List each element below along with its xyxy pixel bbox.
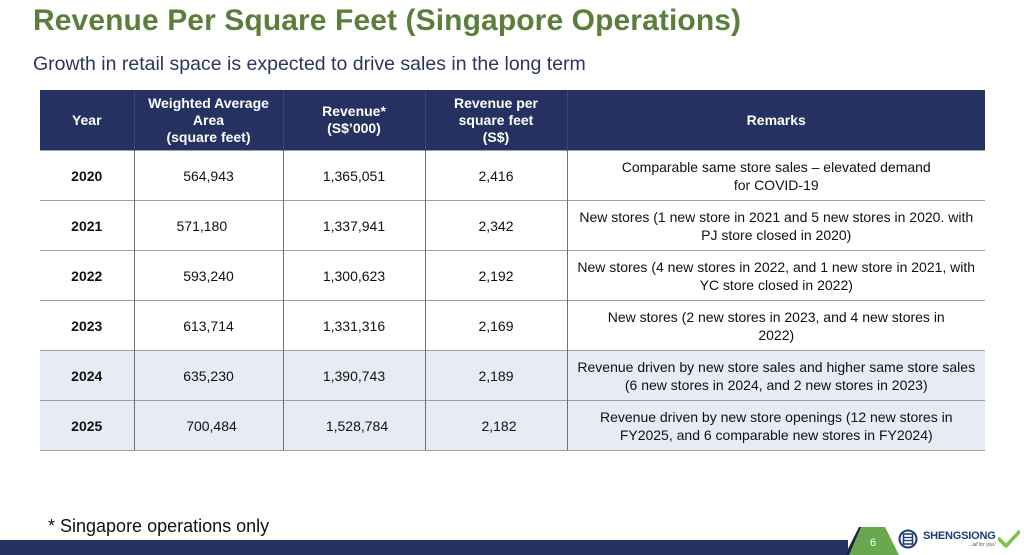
cell-remarks: New stores (1 new store in 2021 and 5 ne… (566, 200, 985, 251)
shengsiong-logo: SHENGSIONG ...all for you! (898, 527, 1020, 551)
cell-year: 2023 (40, 300, 134, 351)
page-number-tab-shape (845, 527, 899, 555)
checkmark-icon (997, 530, 1020, 548)
brand-name: SHENGSIONG (923, 529, 996, 542)
header-revenue: Revenue* (S$’000) (282, 90, 425, 151)
table-row: 2020 564,943 1,365,051 2,416 Comparable … (40, 150, 985, 201)
header-year: Year (40, 90, 134, 151)
header-remarks: Remarks (566, 90, 985, 151)
cell-year: 2024 (40, 350, 134, 401)
cell-year: 2022 (40, 250, 134, 301)
cell-area: 571,180 (133, 200, 283, 251)
cell-remarks: New stores (4 new stores in 2022, and 1 … (566, 250, 985, 301)
footer-bar (0, 540, 848, 555)
cell-area: 564,943 (133, 150, 283, 201)
slide-subtitle: Growth in retail space is expected to dr… (33, 53, 586, 75)
header-area: Weighted Average Area (square feet) (133, 90, 283, 151)
cell-area: 613,714 (133, 300, 283, 351)
cell-revenue: 1,331,316 (282, 300, 425, 351)
revenue-per-sqft-table: Year Weighted Average Area (square feet)… (40, 90, 985, 451)
brand-tagline: ...all for you! (968, 541, 996, 548)
header-area-line-3: (square feet) (166, 128, 251, 145)
cell-revenue: 1,390,743 (282, 350, 425, 401)
cell-remarks: Revenue driven by new store openings (12… (566, 400, 985, 451)
cell-remarks: Revenue driven by new store sales and hi… (566, 350, 985, 401)
page-number: 6 (869, 537, 877, 549)
cell-area: 700,484 (133, 400, 283, 451)
table-row: 2022 593,240 1,300,623 2,192 New stores … (40, 250, 985, 301)
footnote: * Singapore operations only (48, 516, 270, 536)
header-revenue-line-2: (S$’000) (327, 120, 381, 136)
cell-revenue: 1,365,051 (282, 150, 425, 201)
shengsiong-emblem-icon (898, 529, 918, 549)
cell-rev-psf: 2,342 (424, 200, 567, 251)
cell-revenue: 1,300,623 (282, 250, 425, 301)
cell-year: 2025 (40, 400, 134, 451)
cell-revenue: 1,337,941 (282, 200, 425, 251)
table-header-row: Year Weighted Average Area (square feet)… (40, 90, 985, 151)
cell-year: 2020 (40, 150, 134, 201)
cell-rev-psf: 2,189 (424, 350, 567, 401)
header-rev-psf-line-1: Revenue per (453, 94, 539, 111)
cell-remarks: New stores (2 new stores in 2023, and 4 … (566, 300, 985, 351)
cell-rev-psf: 2,192 (424, 250, 567, 301)
cell-area: 635,230 (133, 350, 283, 401)
header-revenue-line-1: Revenue* (322, 103, 386, 119)
header-area-line-1: Weighted Average (148, 94, 269, 111)
cell-rev-psf: 2,416 (424, 150, 567, 201)
table-row: 2023 613,714 1,331,316 2,169 New stores … (40, 300, 985, 351)
header-rev-psf-line-2: square feet (458, 111, 534, 128)
header-area-line-2: Area (192, 111, 225, 128)
cell-remarks: Comparable same store sales – elevated d… (566, 150, 985, 201)
table-row: 2025 700,484 1,528,784 2,182 Revenue dri… (40, 400, 985, 451)
cell-rev-psf: 2,182 (424, 400, 567, 451)
table-row: 2024 635,230 1,390,743 2,189 Revenue dri… (40, 350, 985, 401)
header-rev-psf-line-3: (S$) (482, 128, 510, 145)
table-row: 2021 571,180 1,337,941 2,342 New stores … (40, 200, 985, 251)
cell-year: 2021 (40, 200, 134, 251)
cell-revenue: 1,528,784 (282, 400, 425, 451)
cell-area: 593,240 (133, 250, 283, 301)
header-revenue-per-sqft: Revenue per square feet (S$) (424, 90, 567, 151)
cell-rev-psf: 2,169 (424, 300, 567, 351)
slide-title: Revenue Per Square Feet (Singapore Opera… (33, 4, 742, 37)
